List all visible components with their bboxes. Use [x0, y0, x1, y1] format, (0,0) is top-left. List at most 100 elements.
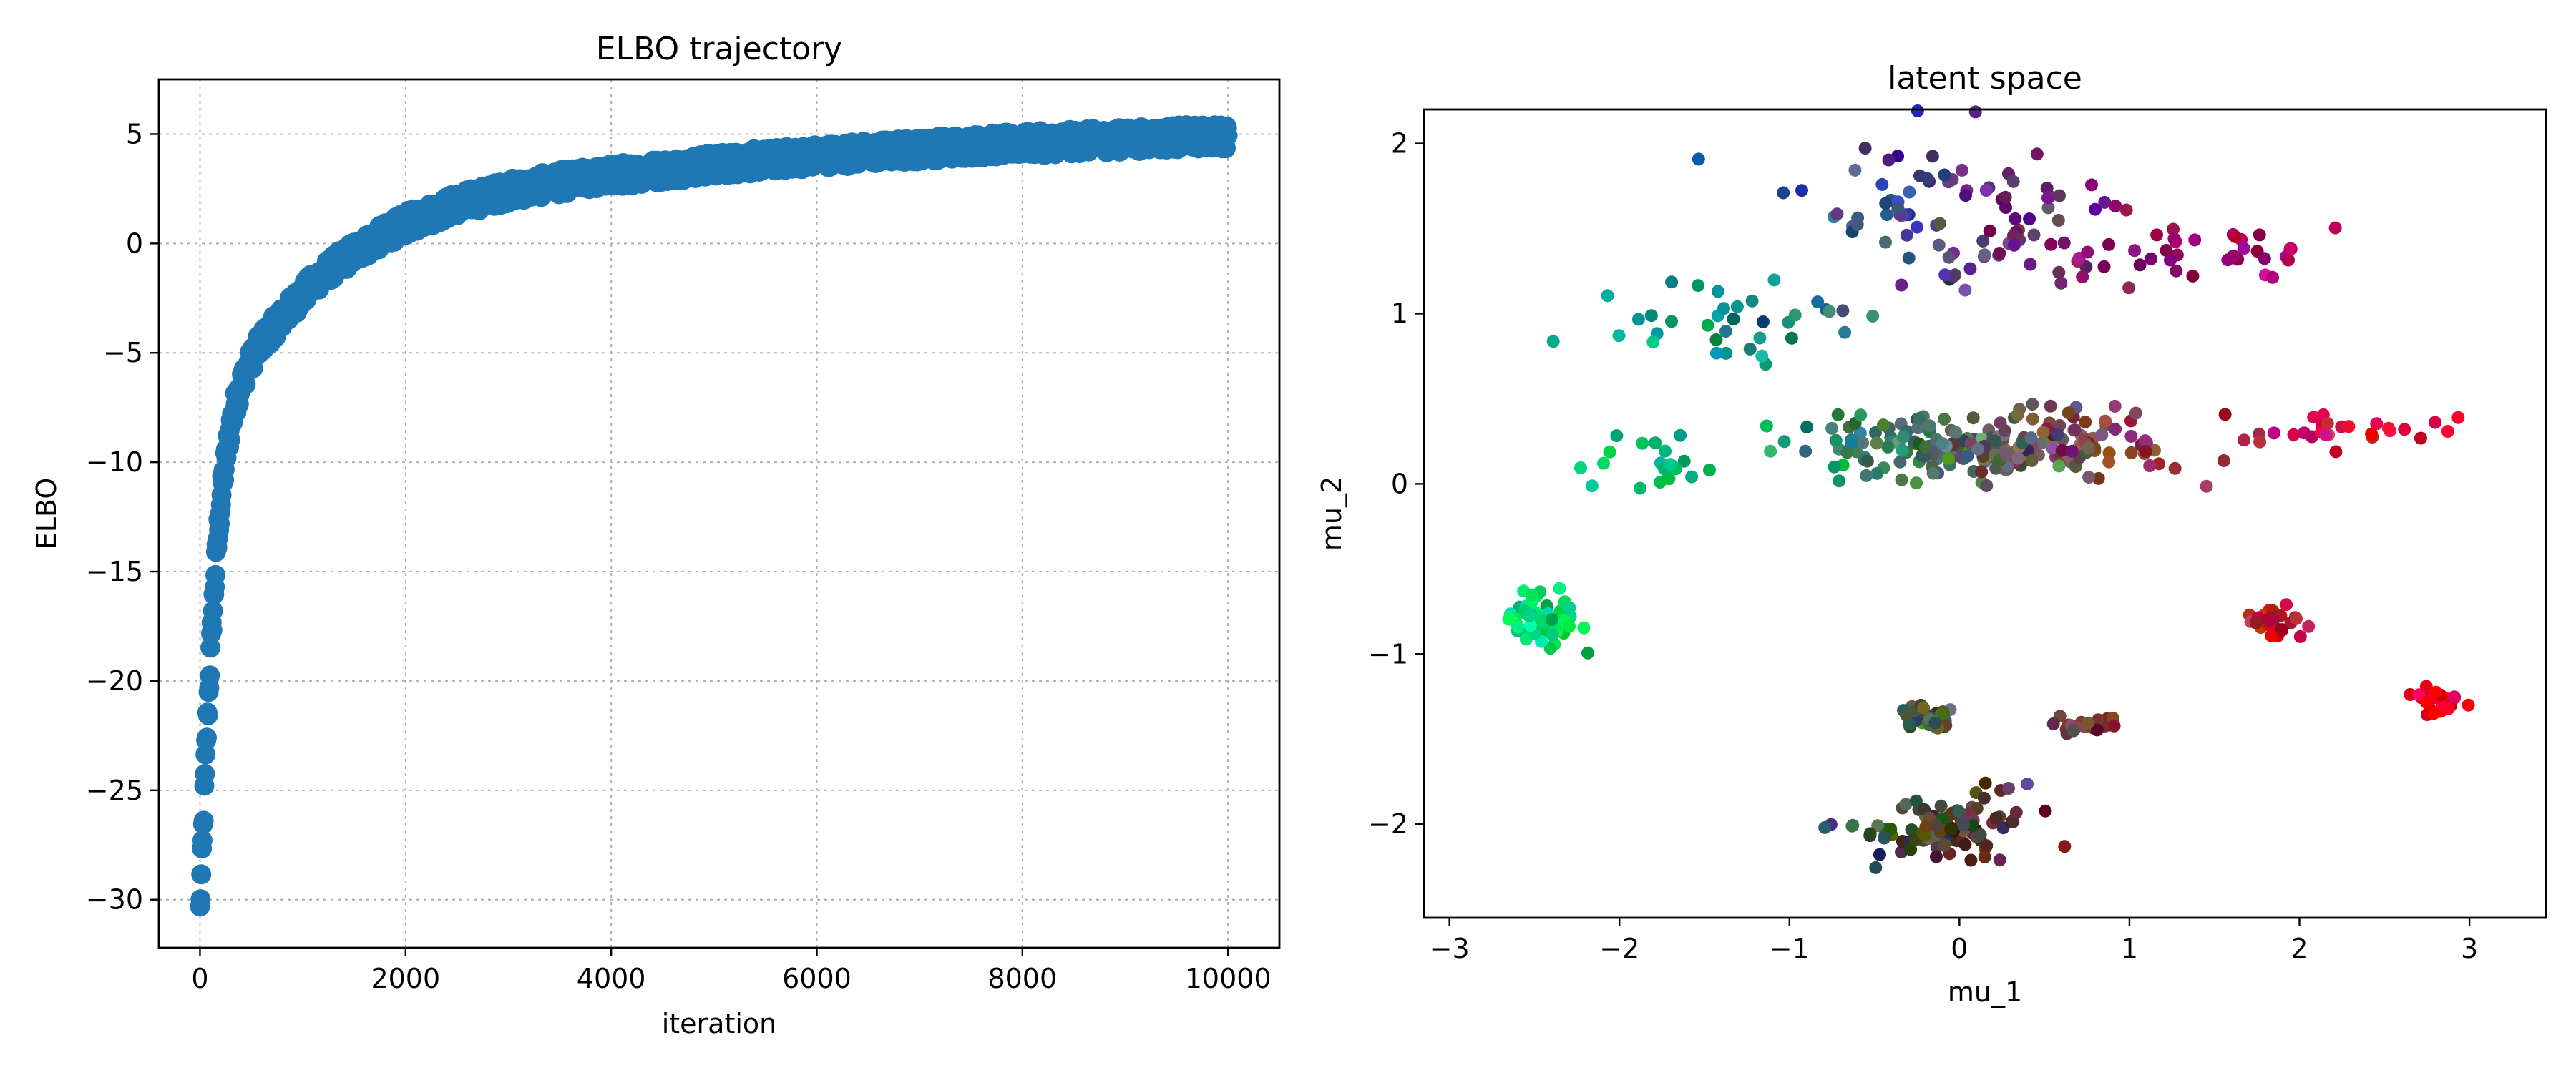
latent-point [2168, 461, 2182, 475]
latent-point [1644, 309, 1658, 323]
latent-point [1563, 601, 1576, 614]
latent-point [1711, 285, 1724, 298]
elbo-x-tick-label: 2000 [371, 963, 440, 994]
latent-point [1919, 820, 1933, 833]
latent-point [2328, 221, 2342, 235]
latent-point [2253, 435, 2267, 449]
latent-point [1719, 325, 1732, 338]
latent-point [1870, 466, 1884, 480]
latent-point [1785, 331, 1798, 345]
latent-point [1717, 302, 1730, 315]
latent-point [2044, 237, 2058, 251]
latent-point [2007, 238, 2021, 252]
latent-x-tick-label: −2 [1599, 933, 1639, 964]
latent-point [2082, 471, 2096, 484]
latent-point [1880, 208, 1893, 222]
latent-point [1993, 853, 2006, 867]
latent-point [1905, 823, 1918, 837]
latent-point [1511, 620, 1525, 634]
latent-point [2429, 416, 2442, 429]
latent-point [1975, 465, 1989, 479]
latent-point [1830, 207, 1844, 221]
latent-plot-frame [1423, 108, 2547, 919]
latent-point [1902, 251, 1916, 265]
latent-point [2030, 147, 2044, 161]
elbo-point [200, 665, 220, 686]
latent-point [2133, 258, 2147, 272]
latent-point [2139, 445, 2152, 458]
latent-point [1869, 861, 1883, 874]
latent-point [1926, 150, 1939, 163]
latent-point [1903, 185, 1916, 199]
latent-point [2124, 429, 2138, 443]
latent-point [1910, 476, 1923, 490]
latent-point [1875, 177, 1889, 191]
latent-point [2062, 406, 2075, 420]
elbo-points [190, 115, 1238, 917]
latent-point [1911, 421, 1925, 435]
latent-point [2041, 191, 2054, 205]
latent-x-tick-label: 0 [1951, 933, 1968, 964]
latent-point [2044, 399, 2057, 413]
latent-point [1934, 799, 1948, 813]
elbo-point [193, 810, 214, 831]
latent-point [1860, 469, 1873, 482]
latent-chart-title: latent space [1888, 60, 2082, 97]
latent-point [2427, 707, 2441, 720]
latent-point [1937, 707, 1950, 720]
latent-point [1777, 435, 1791, 449]
latent-point [2097, 260, 2111, 273]
elbo-ticks: 0 2000 4000 6000 8000 10000 −30 −25 −20 −15 −10 −5 0… [86, 118, 1272, 994]
latent-point [2109, 423, 2122, 436]
latent-point [1811, 295, 1825, 309]
latent-point [1823, 305, 1836, 318]
latent-point [2108, 399, 2122, 413]
latent-point [2258, 252, 2271, 265]
latent-point [2217, 454, 2230, 467]
latent-point [1938, 168, 1951, 182]
latent-point [2398, 423, 2411, 436]
latent-point [2009, 805, 2023, 819]
latent-point [1879, 197, 1893, 210]
latent-point [2079, 416, 2092, 429]
latent-y-tick-label: −1 [1368, 638, 1408, 670]
latent-point [1634, 481, 1647, 495]
elbo-x-tick-label: 6000 [782, 963, 852, 994]
latent-point [1873, 848, 1886, 861]
latent-point [1546, 628, 1559, 642]
latent-point [1999, 448, 2013, 461]
latent-point [2448, 690, 2462, 704]
latent-point [2025, 454, 2039, 467]
latent-point [2167, 232, 2181, 245]
latent-point [1818, 820, 1832, 834]
elbo-y-tick-label: −20 [86, 665, 143, 697]
elbo-plot-frame [157, 78, 1281, 949]
latent-point [1860, 454, 1874, 468]
latent-point [2280, 598, 2293, 612]
elbo-point [192, 830, 213, 851]
latent-point [1597, 456, 1610, 470]
latent-point [1961, 449, 1974, 463]
latent-point [2051, 214, 2065, 227]
latent-point [2009, 212, 2022, 225]
latent-point [1866, 309, 1880, 323]
elbo-x-tick-label: 10000 [1185, 963, 1272, 994]
latent-point [1879, 235, 1892, 249]
latent-point [1674, 428, 1687, 442]
latent-point [1850, 217, 1864, 231]
latent-point [2081, 245, 2094, 259]
latent-point [1904, 843, 1918, 856]
latent-point [2092, 713, 2105, 727]
elbo-point [1217, 125, 1238, 146]
elbo-point [220, 429, 240, 450]
latent-point [2441, 425, 2454, 438]
elbo-point [190, 889, 211, 910]
elbo-point [195, 763, 215, 784]
elbo-y-tick-label: 5 [126, 118, 143, 150]
latent-point [2160, 244, 2173, 257]
latent-point [1919, 440, 1932, 454]
elbo-chart: ELBO trajectory 0 2000 4000 6000 8000 10000 −3… [31, 31, 1281, 1039]
latent-point [1958, 838, 1972, 851]
latent-point [1543, 642, 1557, 655]
latent-point [2263, 614, 2275, 627]
